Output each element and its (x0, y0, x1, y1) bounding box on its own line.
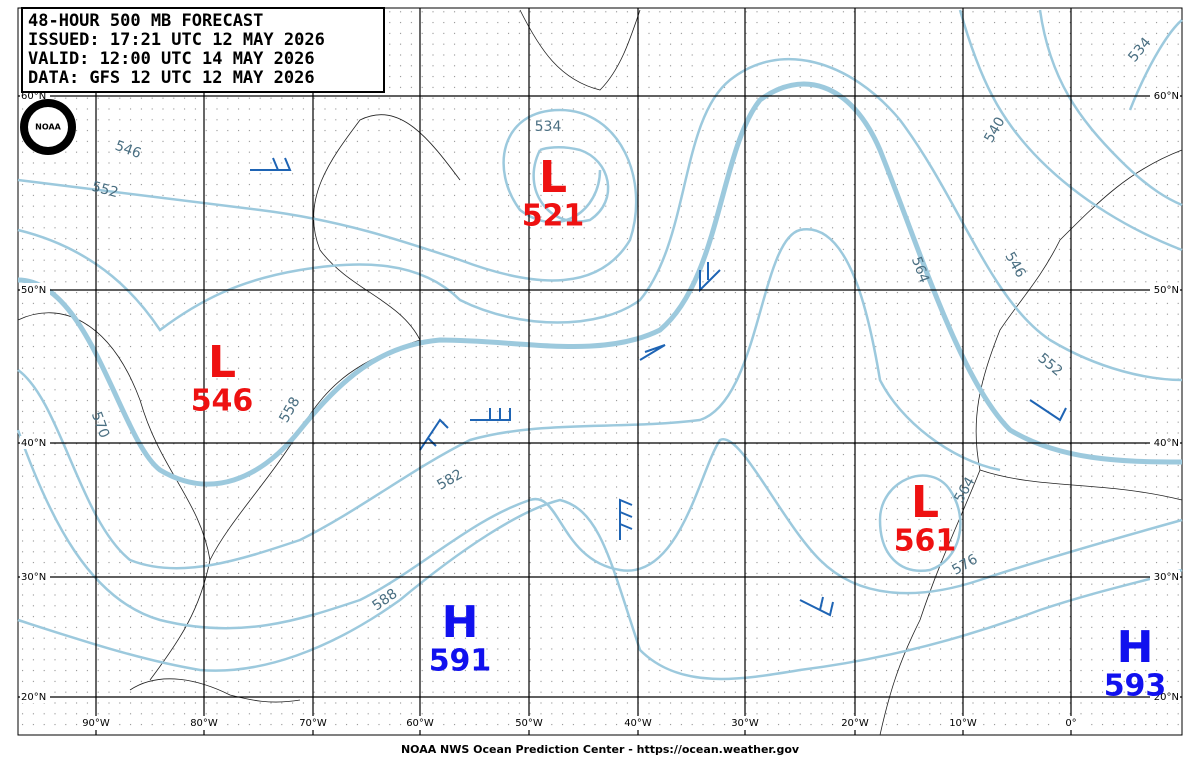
wind-barbs (250, 157, 1067, 617)
header-line: VALID: 12:00 UTC 14 MAY 2026 (28, 49, 315, 69)
longitude-label: 0° (1065, 718, 1076, 729)
label-bg (1150, 283, 1180, 296)
label-bg (20, 690, 50, 703)
longitude-label: 90°W (82, 718, 110, 729)
label-bg (1055, 716, 1087, 730)
longitude-label: 50°W (515, 718, 543, 729)
latitude-label: 50°N (21, 285, 46, 296)
lat-lon-grid: 60°N 60°N 50°N 50°N 40°N 40°N 30°N 30°N 20°N 20°N… (18, 8, 1182, 735)
center-symbol: H (442, 597, 479, 648)
center-value: 593 (1104, 669, 1167, 704)
header-box (21, 7, 385, 93)
label-bg (20, 283, 50, 296)
longitude-label: 30°W (731, 718, 759, 729)
map-frame (17, 7, 1183, 736)
header-line: ISSUED: 17:21 UTC 12 MAY 2026 (28, 30, 325, 50)
footer: NOAA NWS Ocean Prediction Center - https… (401, 743, 800, 756)
label-bg (1150, 690, 1180, 703)
label-bg (513, 716, 545, 730)
longitude-label: 80°W (190, 718, 218, 729)
label-bg (1150, 570, 1180, 583)
latitude-label: 20°N (1154, 692, 1179, 703)
longitude-label: 60°W (406, 718, 434, 729)
latitude-label: 30°N (21, 572, 46, 583)
center-value: 546 (191, 384, 254, 419)
label-bg (1150, 89, 1180, 102)
label-bg (20, 436, 50, 449)
longitude-label: 40°W (624, 718, 652, 729)
label-bg (1150, 436, 1180, 449)
header-line: 48-HOUR 500 MB FORECAST (28, 11, 263, 31)
longitude-label: 20°W (841, 718, 869, 729)
center-symbol: L (539, 152, 567, 203)
label-bg (404, 716, 436, 730)
label-bg (839, 716, 871, 730)
logo-text: NOAA (35, 123, 61, 132)
label-bg (729, 716, 761, 730)
center-symbol: L (911, 477, 939, 528)
noaa-logo: NOAA (20, 99, 76, 155)
logo-disc (28, 107, 68, 147)
label-bg (622, 716, 654, 730)
latitude-label: 50°N (1154, 285, 1179, 296)
latitude-label: 40°N (1154, 438, 1179, 449)
contour-label: 552 (90, 179, 120, 201)
label-bg (947, 716, 979, 730)
longitude-label: 70°W (299, 718, 327, 729)
latitude-label: 30°N (1154, 572, 1179, 583)
header-line: DATA: GFS 12 UTC 12 MAY 2026 (28, 68, 315, 88)
latitude-label: 60°N (21, 91, 46, 102)
label-bg (188, 716, 220, 730)
latitude-label: 40°N (21, 438, 46, 449)
longitude-label: 10°W (949, 718, 977, 729)
label-bg (297, 716, 329, 730)
label-bg (20, 570, 50, 583)
contour-label: 534 (535, 119, 562, 135)
center-symbol: L (208, 337, 236, 388)
center-value: 591 (429, 644, 492, 679)
latitude-label: 20°N (21, 692, 46, 703)
center-value: 521 (522, 199, 585, 234)
center-value: 561 (894, 524, 957, 559)
label-bg (80, 716, 112, 730)
center-symbol: H (1117, 622, 1154, 673)
contours (16, 9, 1183, 681)
latitude-label: 60°N (1154, 91, 1179, 102)
